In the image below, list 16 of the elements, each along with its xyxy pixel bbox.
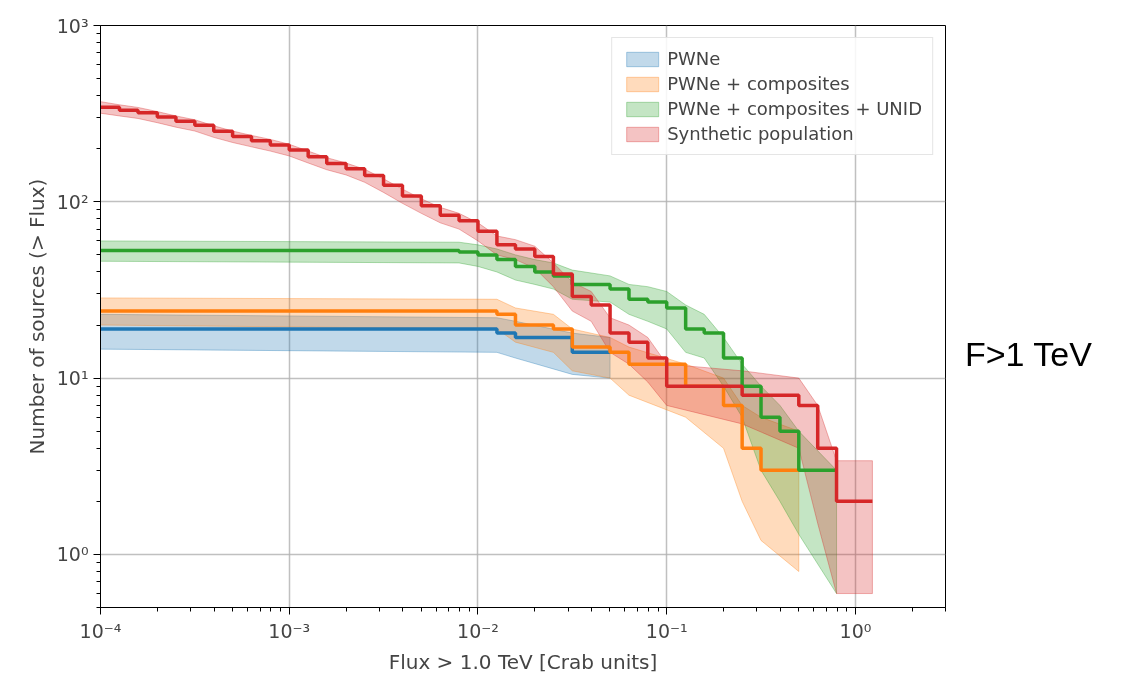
- legend-label: Synthetic population: [667, 123, 854, 144]
- x-axis-title: Flux > 1.0 TeV [Crab units]: [388, 649, 658, 674]
- text: F>1 TeV: [965, 334, 1092, 375]
- y-tick-label: 10¹: [56, 367, 89, 390]
- y-tick-label: 10⁰: [56, 543, 89, 566]
- y-tick-label: 10²: [56, 190, 89, 213]
- y-axis-title: Number of sources (> Flux): [24, 178, 49, 455]
- legend-label: PWNe + composites + UNID: [667, 98, 922, 119]
- x-tick-label: 10⁻²: [457, 619, 499, 642]
- legend-label: PWNe + composites: [667, 73, 850, 94]
- x-tick-label: 10⁻¹: [645, 619, 688, 642]
- x-tick-label: 10⁻⁴: [79, 619, 122, 642]
- y-tick-label: 10³: [56, 14, 89, 37]
- x-tick-label: 10⁻³: [268, 619, 311, 642]
- legend-label: PWNe: [667, 48, 721, 69]
- x-tick-label: 10⁰: [839, 619, 872, 642]
